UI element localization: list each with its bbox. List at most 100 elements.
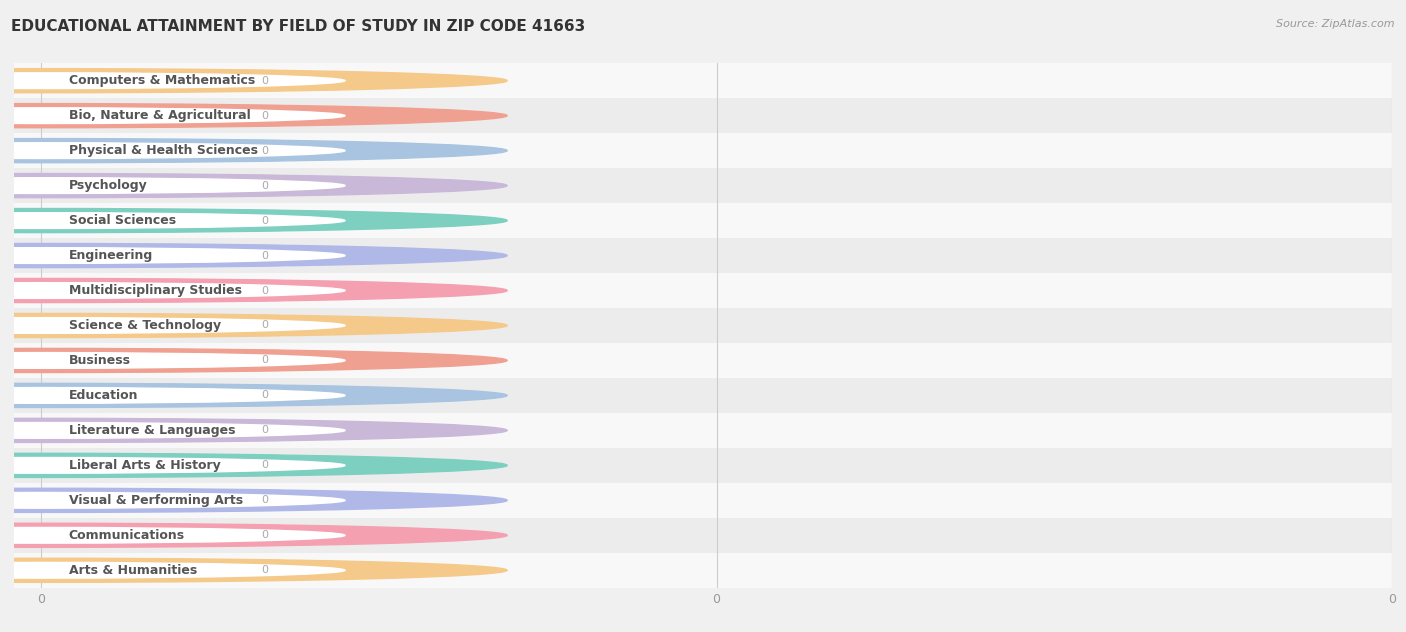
Text: Multidisciplinary Studies: Multidisciplinary Studies bbox=[69, 284, 242, 297]
FancyBboxPatch shape bbox=[21, 315, 291, 336]
Text: Visual & Performing Arts: Visual & Performing Arts bbox=[69, 494, 243, 507]
Bar bbox=[14, 168, 1392, 203]
Circle shape bbox=[0, 353, 344, 368]
Text: 0: 0 bbox=[262, 250, 269, 260]
Text: Literature & Languages: Literature & Languages bbox=[69, 424, 235, 437]
Text: Social Sciences: Social Sciences bbox=[69, 214, 176, 227]
Circle shape bbox=[0, 348, 508, 372]
Circle shape bbox=[0, 528, 344, 543]
FancyBboxPatch shape bbox=[21, 489, 291, 511]
FancyBboxPatch shape bbox=[31, 280, 281, 301]
Bar bbox=[14, 308, 1392, 343]
Bar bbox=[14, 273, 1392, 308]
Circle shape bbox=[0, 562, 344, 578]
FancyBboxPatch shape bbox=[21, 525, 291, 546]
Text: 0: 0 bbox=[262, 391, 269, 401]
Text: 0: 0 bbox=[262, 495, 269, 506]
FancyBboxPatch shape bbox=[31, 525, 281, 546]
Bar bbox=[14, 413, 1392, 448]
Circle shape bbox=[0, 453, 508, 477]
Circle shape bbox=[0, 138, 508, 162]
Text: 0: 0 bbox=[262, 460, 269, 470]
Text: 0: 0 bbox=[262, 320, 269, 331]
Circle shape bbox=[0, 492, 344, 508]
Text: 0: 0 bbox=[262, 355, 269, 365]
Text: 0: 0 bbox=[262, 425, 269, 435]
Circle shape bbox=[0, 279, 508, 303]
FancyBboxPatch shape bbox=[31, 70, 281, 92]
Text: Business: Business bbox=[69, 354, 131, 367]
Text: EDUCATIONAL ATTAINMENT BY FIELD OF STUDY IN ZIP CODE 41663: EDUCATIONAL ATTAINMENT BY FIELD OF STUDY… bbox=[11, 19, 585, 34]
FancyBboxPatch shape bbox=[21, 454, 291, 477]
FancyBboxPatch shape bbox=[21, 384, 291, 406]
Text: 0: 0 bbox=[262, 111, 269, 121]
Circle shape bbox=[0, 558, 508, 582]
Circle shape bbox=[0, 387, 344, 403]
Text: Source: ZipAtlas.com: Source: ZipAtlas.com bbox=[1277, 19, 1395, 29]
Circle shape bbox=[0, 313, 508, 337]
Bar bbox=[14, 518, 1392, 553]
FancyBboxPatch shape bbox=[21, 245, 291, 267]
Bar bbox=[14, 448, 1392, 483]
FancyBboxPatch shape bbox=[31, 105, 281, 126]
Circle shape bbox=[0, 489, 508, 513]
FancyBboxPatch shape bbox=[31, 140, 281, 161]
Text: Psychology: Psychology bbox=[69, 179, 148, 192]
FancyBboxPatch shape bbox=[31, 454, 281, 476]
Text: Bio, Nature & Agricultural: Bio, Nature & Agricultural bbox=[69, 109, 250, 122]
Text: 0: 0 bbox=[262, 530, 269, 540]
Circle shape bbox=[0, 283, 344, 298]
Text: 0: 0 bbox=[262, 145, 269, 155]
FancyBboxPatch shape bbox=[21, 140, 291, 162]
Bar bbox=[14, 378, 1392, 413]
Text: Computers & Mathematics: Computers & Mathematics bbox=[69, 74, 254, 87]
Text: 0: 0 bbox=[262, 76, 269, 86]
Circle shape bbox=[0, 243, 508, 267]
Circle shape bbox=[0, 423, 344, 438]
Text: Engineering: Engineering bbox=[69, 249, 153, 262]
Circle shape bbox=[0, 418, 508, 442]
FancyBboxPatch shape bbox=[31, 490, 281, 511]
Text: Arts & Humanities: Arts & Humanities bbox=[69, 564, 197, 577]
FancyBboxPatch shape bbox=[21, 174, 291, 197]
Circle shape bbox=[0, 104, 508, 128]
Circle shape bbox=[0, 523, 508, 547]
FancyBboxPatch shape bbox=[31, 385, 281, 406]
Circle shape bbox=[0, 143, 344, 159]
FancyBboxPatch shape bbox=[31, 175, 281, 197]
Bar bbox=[14, 63, 1392, 98]
FancyBboxPatch shape bbox=[31, 559, 281, 581]
Bar bbox=[14, 133, 1392, 168]
Circle shape bbox=[0, 73, 344, 88]
Bar bbox=[14, 553, 1392, 588]
Bar bbox=[14, 98, 1392, 133]
FancyBboxPatch shape bbox=[21, 105, 291, 126]
FancyBboxPatch shape bbox=[21, 279, 291, 301]
FancyBboxPatch shape bbox=[21, 70, 291, 92]
Text: 0: 0 bbox=[262, 216, 269, 226]
Circle shape bbox=[0, 318, 344, 333]
Circle shape bbox=[0, 178, 344, 193]
Text: Liberal Arts & History: Liberal Arts & History bbox=[69, 459, 221, 472]
FancyBboxPatch shape bbox=[21, 349, 291, 372]
Text: 0: 0 bbox=[262, 286, 269, 296]
FancyBboxPatch shape bbox=[21, 559, 291, 581]
Circle shape bbox=[0, 108, 344, 123]
FancyBboxPatch shape bbox=[31, 315, 281, 336]
Text: 0: 0 bbox=[262, 181, 269, 191]
Bar bbox=[14, 203, 1392, 238]
Circle shape bbox=[0, 174, 508, 198]
Circle shape bbox=[0, 213, 344, 228]
Circle shape bbox=[0, 248, 344, 264]
FancyBboxPatch shape bbox=[31, 245, 281, 266]
FancyBboxPatch shape bbox=[31, 210, 281, 231]
FancyBboxPatch shape bbox=[21, 420, 291, 441]
Bar bbox=[14, 483, 1392, 518]
FancyBboxPatch shape bbox=[21, 210, 291, 231]
Text: Communications: Communications bbox=[69, 529, 184, 542]
Circle shape bbox=[0, 384, 508, 408]
Circle shape bbox=[0, 69, 508, 93]
Text: Science & Technology: Science & Technology bbox=[69, 319, 221, 332]
Bar bbox=[14, 343, 1392, 378]
Text: Education: Education bbox=[69, 389, 138, 402]
